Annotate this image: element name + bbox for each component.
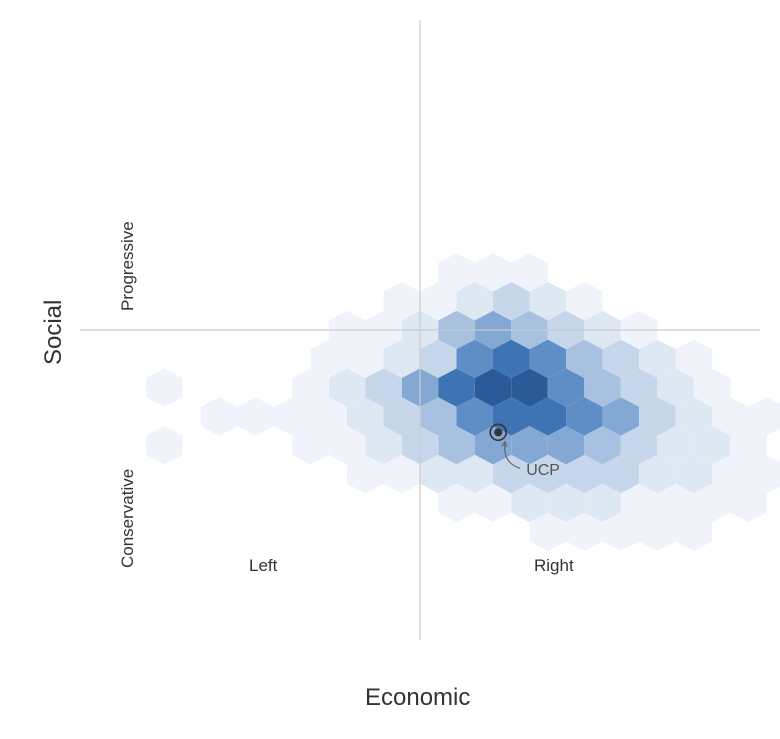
x-axis-title: Economic: [365, 684, 470, 712]
political-compass-hexbin: Economic Social Left Right Conservative …: [0, 0, 780, 739]
annotation-label: UCP: [526, 462, 560, 480]
x-sub-label-left: Left: [249, 556, 277, 576]
y-sub-label-bottom: Conservative: [118, 469, 138, 568]
y-sub-label-top: Progressive: [118, 221, 138, 311]
y-axis-title: Social: [40, 300, 68, 365]
x-sub-label-right: Right: [534, 556, 574, 576]
plot-canvas: [0, 0, 780, 739]
